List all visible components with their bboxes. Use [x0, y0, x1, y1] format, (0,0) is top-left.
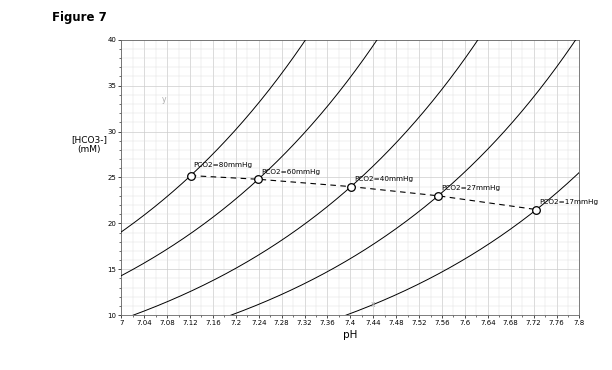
Text: PCO2=27mmHg: PCO2=27mmHg — [441, 185, 500, 191]
Text: PCO2=40mmHg: PCO2=40mmHg — [354, 176, 413, 182]
Text: y: y — [162, 95, 166, 104]
Text: PCO2=80mmHg: PCO2=80mmHg — [193, 162, 253, 168]
X-axis label: pH: pH — [343, 330, 357, 340]
Text: PCO2=60mmHg: PCO2=60mmHg — [261, 169, 320, 175]
Text: x: x — [371, 300, 376, 309]
Text: Figure 7: Figure 7 — [52, 11, 106, 24]
Y-axis label: [HCO3-]
(mM): [HCO3-] (mM) — [71, 135, 107, 154]
Text: PCO2=17mmHg: PCO2=17mmHg — [539, 199, 599, 205]
